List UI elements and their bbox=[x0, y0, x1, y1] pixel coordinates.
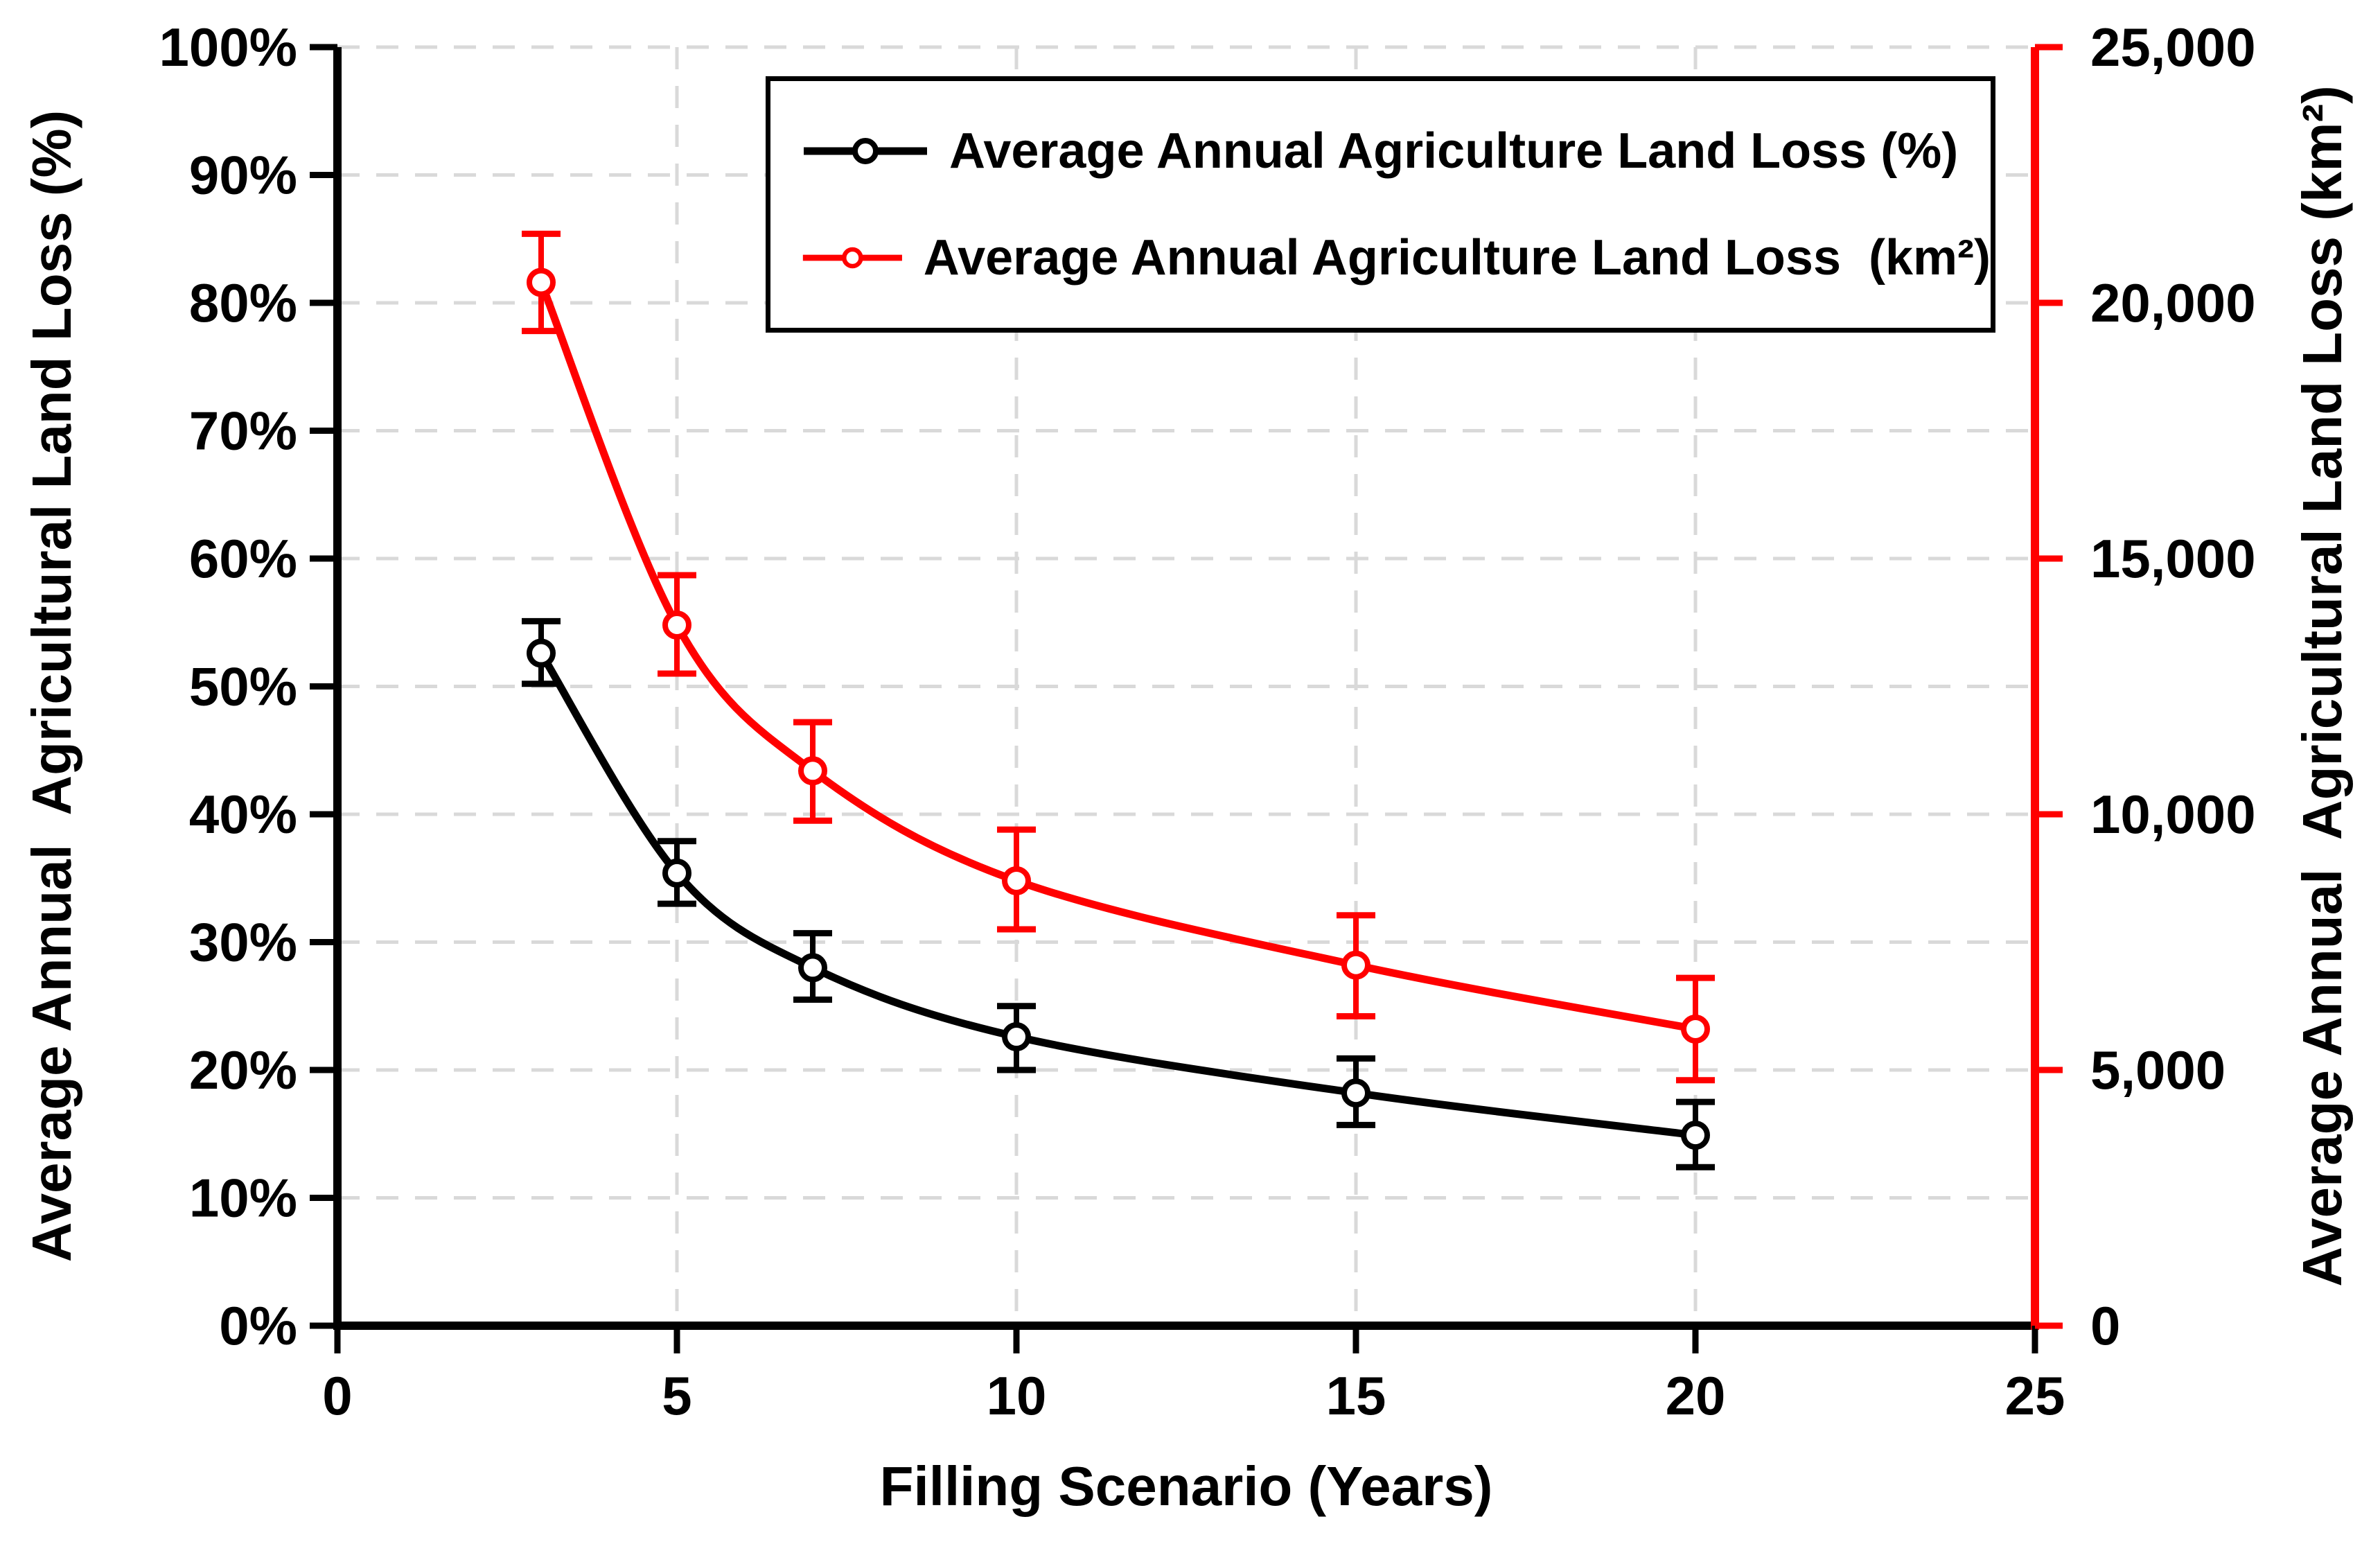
data-point-marker bbox=[1681, 1014, 1710, 1044]
data-point-marker bbox=[1681, 1121, 1710, 1150]
tick-marks bbox=[310, 44, 2063, 1353]
data-point-marker bbox=[527, 267, 556, 297]
y-right-tick-label: 25,000 bbox=[2090, 17, 2256, 78]
y-left-tick-label: 100% bbox=[159, 17, 298, 78]
y-right-tick-label: 15,000 bbox=[2090, 528, 2256, 589]
x-tick-label: 15 bbox=[1326, 1365, 1386, 1426]
y-left-tick-label: 60% bbox=[189, 528, 297, 589]
legend-item: Average Annual Agriculture Land Loss (%) bbox=[800, 123, 1991, 179]
tick-labels: 0% 10% 20% 30% 40% 50% 60% 70% 80% 90% 100% 0 5 10 15 2… bbox=[159, 17, 2256, 1426]
series-percent bbox=[522, 617, 1715, 1170]
y-left-tick-label: 40% bbox=[189, 784, 297, 845]
data-point-marker bbox=[798, 953, 827, 983]
x-axis-title: Filling Scenario (Years) bbox=[879, 1455, 1493, 1517]
y-left-tick-label: 30% bbox=[189, 912, 297, 973]
x-tick-label: 0 bbox=[322, 1365, 352, 1426]
x-tick-label: 5 bbox=[662, 1365, 691, 1426]
y-left-tick-label: 20% bbox=[189, 1039, 297, 1100]
y-axis-left-title: Average Annual Agricultural Land Loss (%… bbox=[21, 109, 82, 1263]
x-tick-label: 20 bbox=[1666, 1365, 1726, 1426]
data-point-marker bbox=[1002, 1022, 1031, 1052]
series-km2 bbox=[522, 230, 1715, 1084]
y-left-tick-label: 50% bbox=[189, 656, 297, 717]
y-left-tick-label: 80% bbox=[189, 272, 297, 333]
legend-item: Average Annual Agriculture Land Loss (km… bbox=[800, 229, 1991, 286]
legend-marker-km2-icon bbox=[802, 247, 902, 269]
data-point-marker bbox=[662, 610, 691, 640]
data-point-marker bbox=[1341, 1078, 1370, 1108]
y-left-tick-label: 0% bbox=[219, 1295, 297, 1356]
data-point-marker bbox=[1002, 866, 1031, 895]
data-point-marker bbox=[662, 858, 691, 888]
y-right-tick-label: 5,000 bbox=[2090, 1039, 2225, 1100]
y-left-tick-label: 70% bbox=[189, 401, 297, 462]
legend: Average Annual Agriculture Land Loss (%)… bbox=[766, 76, 1995, 333]
legend-marker-percent-icon bbox=[804, 138, 927, 164]
y-left-tick-label: 10% bbox=[189, 1168, 297, 1229]
y-axis-right-title: Average Annual Agricultural Land Loss (k… bbox=[2291, 85, 2353, 1287]
series-line bbox=[537, 281, 1697, 1033]
y-left-tick-label: 90% bbox=[189, 145, 297, 206]
data-point-marker bbox=[1341, 950, 1370, 980]
legend-label: Average Annual Agriculture Land Loss (%) bbox=[949, 123, 1959, 179]
series-line bbox=[538, 651, 1696, 1139]
y-right-tick-label: 10,000 bbox=[2090, 784, 2256, 845]
x-tick-label: 10 bbox=[987, 1365, 1047, 1426]
x-tick-label: 25 bbox=[2005, 1365, 2065, 1426]
y-right-tick-label: 20,000 bbox=[2090, 272, 2256, 333]
data-point-marker bbox=[527, 638, 556, 668]
data-point-marker bbox=[798, 756, 827, 786]
legend-label: Average Annual Agriculture Land Loss (km… bbox=[923, 230, 1991, 286]
y-right-tick-label: 0 bbox=[2090, 1295, 2120, 1356]
